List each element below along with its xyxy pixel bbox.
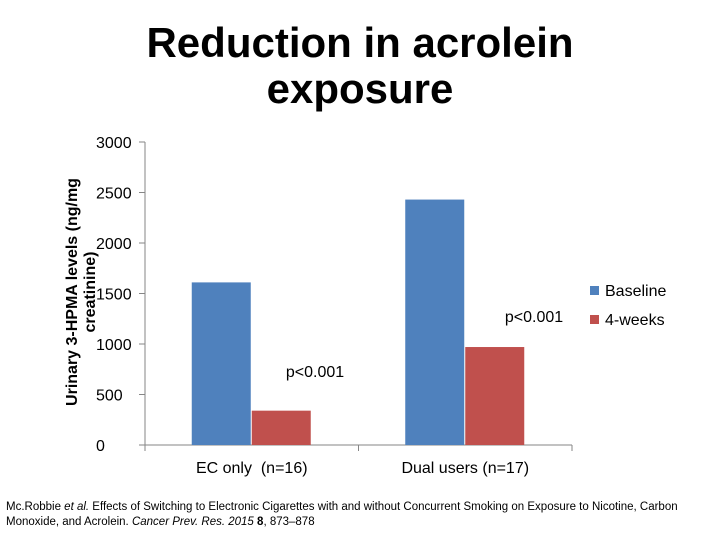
x-tick-label: Dual users (n=17) — [401, 460, 529, 477]
chart-title-line-2: exposure — [266, 65, 454, 112]
p-value-annotation: p<0.001 — [286, 364, 344, 381]
p-value-annotation: p<0.001 — [505, 309, 563, 326]
chart-title-line-1: Reduction in acrolein — [146, 19, 574, 66]
y-tick-label: 0 — [96, 438, 105, 455]
legend-label: Baseline — [605, 283, 666, 300]
citation-pages: , 873–878 — [263, 516, 315, 528]
x-tick-label: EC only (n=16) — [196, 460, 308, 477]
citation: Mc.Robbie et al. Effects of Switching to… — [6, 500, 706, 530]
bar-baseline-2 — [405, 199, 465, 445]
y-tick-label: 3000 — [96, 135, 132, 152]
citation-authors: Mc.Robbie — [6, 501, 65, 513]
x-tick-labels: EC only (n=16) Dual users (n=17) — [196, 460, 529, 477]
chart-bars — [191, 199, 525, 445]
citation-journal: Cancer Prev. Res. 2015 — [131, 516, 254, 528]
bar-4-weeks-1 — [251, 410, 311, 445]
bar-4-weeks-2 — [465, 347, 525, 445]
chart-legend: Baseline 4-weeks — [590, 283, 666, 329]
legend-swatch-4-weeks — [590, 315, 599, 324]
citation-volume: 8 — [257, 516, 264, 528]
citation-etal: et al. — [64, 501, 90, 513]
legend-swatch-baseline — [590, 286, 599, 295]
y-tick-label: 2000 — [96, 236, 132, 253]
bar-baseline-1 — [191, 282, 251, 445]
y-tick-label: 1500 — [96, 287, 132, 304]
citation-text: Effects of Switching to Electronic Cigar… — [6, 501, 678, 528]
y-tick-label: 2500 — [96, 186, 132, 203]
chart-annotations: p<0.001 p<0.001 — [286, 309, 563, 381]
y-tick-label: 1000 — [96, 337, 132, 354]
legend-label: 4-weeks — [605, 312, 665, 329]
y-tick-label: 500 — [96, 388, 123, 405]
chart-title: Reduction in acrolein exposure — [0, 20, 720, 112]
y-tick-labels: 0 500 1000 1500 2000 2500 3000 — [96, 135, 132, 455]
